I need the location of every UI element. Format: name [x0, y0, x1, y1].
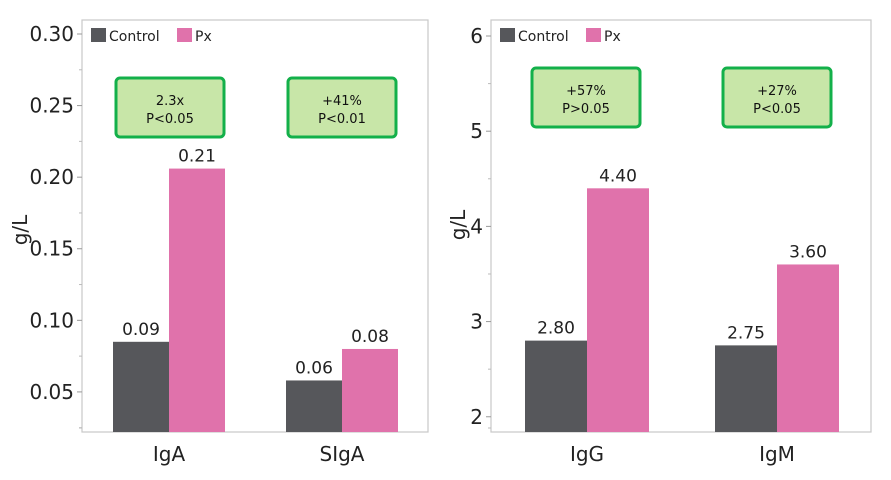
annotation-box: +41% P<0.01 [286, 76, 398, 139]
legend-label-px: Px [195, 29, 212, 45]
annotation-change: +57% [566, 84, 606, 99]
annotation-pvalue: P<0.05 [146, 112, 194, 127]
annotation-pvalue: P<0.01 [318, 112, 366, 127]
bar-px-igm [777, 264, 839, 432]
legend-swatch-px [586, 28, 601, 42]
bar-px-iga [169, 168, 225, 432]
annotation-change: 2.3x [156, 94, 185, 109]
y-axis-title: g/L [8, 214, 32, 245]
bar-value-label: 0.08 [351, 327, 389, 347]
bar-control-igm [715, 345, 777, 432]
chart-panel-1: 2 3 4 5 6 g/L 2.80 4.40 IgG 2.75 3.60 IgM Control Px +… [446, 19, 872, 466]
legend-swatch-control [91, 28, 106, 42]
y-tick-label: 0.15 [29, 237, 74, 261]
annotation-box: +57% P>0.05 [530, 66, 642, 129]
annotation-frame [114, 76, 226, 139]
y-tick-label: 0.30 [29, 22, 74, 46]
chart-panel-0: 0.05 0.10 0.15 0.20 0.25 0.30 g/L 0.09 0.21 IgA 0.… [8, 19, 429, 466]
bar-value-label: 2.80 [537, 319, 575, 339]
legend-label-control: Control [109, 29, 160, 45]
legend-label-px: Px [604, 29, 621, 45]
bar-px-siga [342, 348, 398, 432]
y-axis-title: g/L [446, 209, 470, 240]
legend-swatch-px [177, 28, 192, 42]
y-tick-label: 2 [470, 405, 483, 429]
y-tick-label: 6 [470, 24, 483, 48]
y-tick-label: 3 [470, 310, 483, 334]
bar-value-label: 2.75 [727, 323, 765, 343]
bar-value-label: 0.09 [122, 320, 160, 340]
legend-swatch-control [500, 28, 515, 42]
bar-value-label: 0.06 [295, 358, 333, 378]
y-tick-label: 0.25 [29, 94, 74, 118]
x-category-label: IgM [759, 442, 795, 466]
y-tick-label: 4 [470, 214, 483, 238]
bar-value-label: 4.40 [599, 166, 637, 186]
annotation-box: 2.3x P<0.05 [114, 76, 226, 139]
bar-control-siga [286, 380, 342, 432]
annotation-pvalue: P<0.05 [753, 102, 801, 117]
y-tick-label: 0.10 [29, 308, 74, 332]
annotation-frame [721, 66, 833, 129]
x-category-label: SIgA [320, 442, 365, 466]
annotation-box: +27% P<0.05 [721, 66, 833, 129]
y-tick-label: 0.05 [29, 380, 74, 404]
bar-control-iga [113, 341, 169, 432]
legend-label-control: Control [518, 29, 569, 45]
annotation-change: +41% [322, 94, 362, 109]
y-tick-label: 0.20 [29, 165, 74, 189]
x-category-label: IgG [570, 442, 604, 466]
bar-value-label: 3.60 [789, 242, 827, 262]
bar-px-igg [587, 188, 649, 432]
annotation-change: +27% [757, 84, 797, 99]
bar-control-igg [525, 340, 587, 432]
annotation-frame [286, 76, 398, 139]
y-tick-label: 5 [470, 119, 483, 143]
x-category-label: IgA [153, 442, 186, 466]
annotation-frame [530, 66, 642, 129]
bar-value-label: 0.21 [178, 147, 216, 167]
annotation-pvalue: P>0.05 [562, 102, 610, 117]
